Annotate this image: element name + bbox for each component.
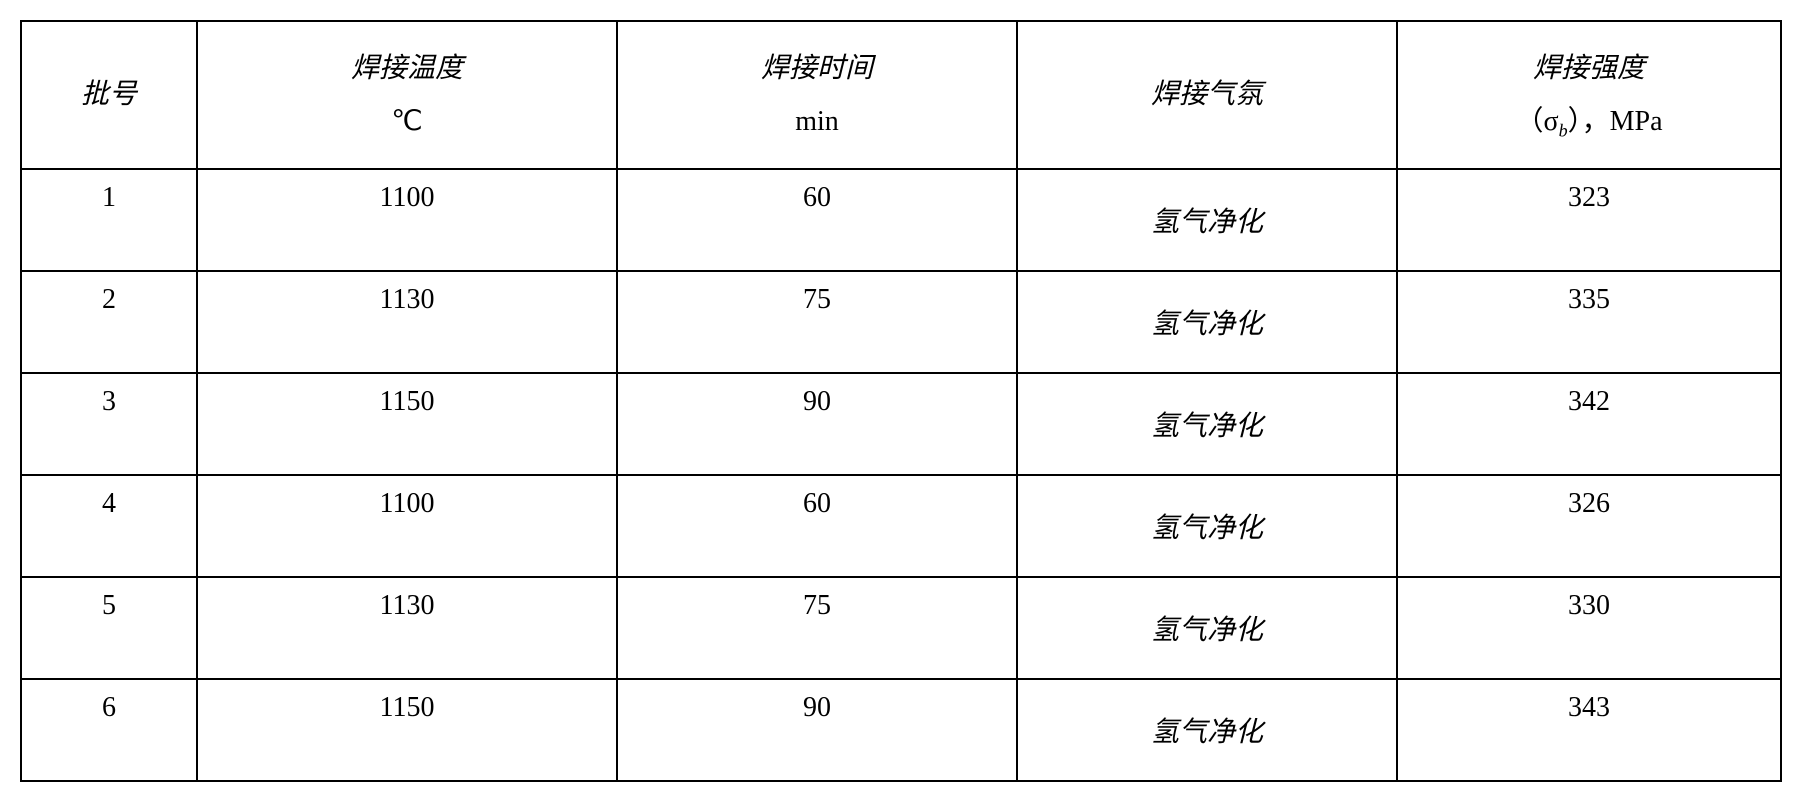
header-label: 焊接气氛 bbox=[1151, 79, 1263, 110]
cell-strength: 342 bbox=[1397, 373, 1781, 475]
cell-batch: 1 bbox=[21, 169, 197, 271]
cell-time: 75 bbox=[617, 271, 1017, 373]
cell-batch: 2 bbox=[21, 271, 197, 373]
table-body: 1 1100 60 氢气净化 323 2 1130 75 氢气净化 335 3 … bbox=[21, 169, 1781, 781]
cell-batch: 6 bbox=[21, 679, 197, 781]
cell-batch: 5 bbox=[21, 577, 197, 679]
col-header-atmo: 焊接气氛 bbox=[1017, 21, 1397, 169]
col-header-temp: 焊接温度 ℃ bbox=[197, 21, 617, 169]
col-header-time: 焊接时间 min bbox=[617, 21, 1017, 169]
header-unit-prefix: （σ bbox=[1515, 106, 1558, 137]
cell-batch: 3 bbox=[21, 373, 197, 475]
cell-time: 90 bbox=[617, 679, 1017, 781]
table-header-row: 批号 焊接温度 ℃ 焊接时间 min 焊接气氛 bbox=[21, 21, 1781, 169]
cell-batch: 4 bbox=[21, 475, 197, 577]
cell-strength: 335 bbox=[1397, 271, 1781, 373]
header-label: 焊接强度 bbox=[1533, 53, 1645, 84]
cell-temp: 1150 bbox=[197, 679, 617, 781]
header-label: 焊接温度 bbox=[351, 53, 463, 84]
header-unit-suffix: ），MPa bbox=[1568, 106, 1663, 137]
cell-time: 90 bbox=[617, 373, 1017, 475]
table-row: 3 1150 90 氢气净化 342 bbox=[21, 373, 1781, 475]
cell-temp: 1130 bbox=[197, 577, 617, 679]
cell-time: 60 bbox=[617, 169, 1017, 271]
cell-atmo: 氢气净化 bbox=[1017, 169, 1397, 271]
cell-atmo: 氢气净化 bbox=[1017, 373, 1397, 475]
cell-strength: 323 bbox=[1397, 169, 1781, 271]
header-unit: min bbox=[795, 106, 839, 137]
cell-temp: 1150 bbox=[197, 373, 617, 475]
cell-strength: 326 bbox=[1397, 475, 1781, 577]
cell-temp: 1100 bbox=[197, 475, 617, 577]
cell-temp: 1130 bbox=[197, 271, 617, 373]
table-row: 4 1100 60 氢气净化 326 bbox=[21, 475, 1781, 577]
cell-atmo: 氢气净化 bbox=[1017, 679, 1397, 781]
table-row: 2 1130 75 氢气净化 335 bbox=[21, 271, 1781, 373]
cell-strength: 330 bbox=[1397, 577, 1781, 679]
table-row: 6 1150 90 氢气净化 343 bbox=[21, 679, 1781, 781]
cell-atmo: 氢气净化 bbox=[1017, 475, 1397, 577]
table-row: 5 1130 75 氢气净化 330 bbox=[21, 577, 1781, 679]
header-unit: ℃ bbox=[391, 106, 422, 137]
col-header-batch: 批号 bbox=[21, 21, 197, 169]
cell-strength: 343 bbox=[1397, 679, 1781, 781]
cell-atmo: 氢气净化 bbox=[1017, 271, 1397, 373]
header-unit-sub: b bbox=[1559, 121, 1568, 141]
welding-data-table: 批号 焊接温度 ℃ 焊接时间 min 焊接气氛 bbox=[20, 20, 1782, 782]
col-header-strength: 焊接强度 （σb），MPa bbox=[1397, 21, 1781, 169]
cell-time: 75 bbox=[617, 577, 1017, 679]
header-label: 焊接时间 bbox=[761, 53, 873, 84]
table-row: 1 1100 60 氢气净化 323 bbox=[21, 169, 1781, 271]
cell-time: 60 bbox=[617, 475, 1017, 577]
header-label: 批号 bbox=[81, 79, 137, 110]
cell-temp: 1100 bbox=[197, 169, 617, 271]
cell-atmo: 氢气净化 bbox=[1017, 577, 1397, 679]
